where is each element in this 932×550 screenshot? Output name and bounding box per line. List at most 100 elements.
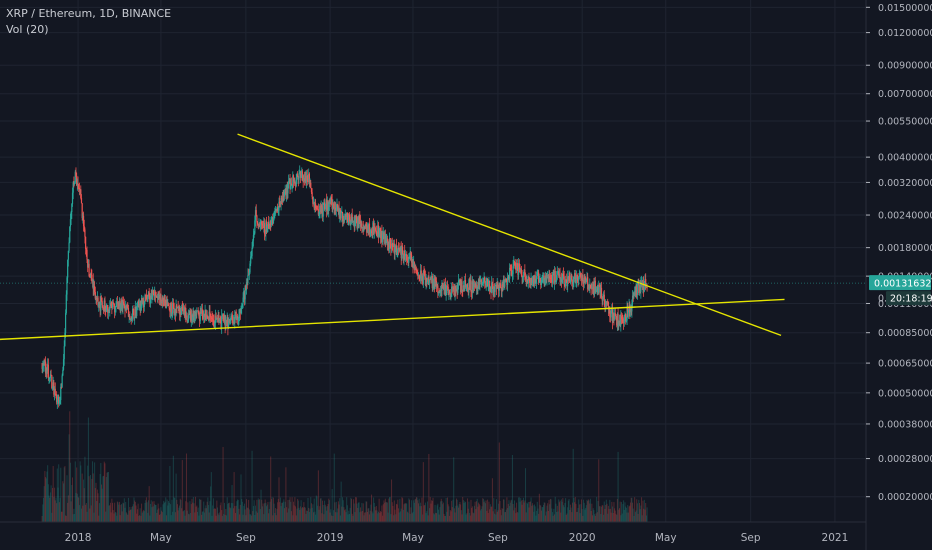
- volume-bar: [580, 504, 582, 522]
- volume-bar: [107, 472, 109, 522]
- candle-body: [341, 211, 343, 213]
- candle-body: [75, 171, 77, 176]
- candle-body: [133, 309, 135, 319]
- volume-bar: [127, 497, 129, 522]
- candle-body: [326, 200, 328, 211]
- volume-bar: [179, 505, 181, 522]
- candle-body: [462, 285, 464, 292]
- candle-body: [64, 332, 66, 347]
- volume-bar: [90, 505, 92, 522]
- candle-body: [308, 173, 310, 182]
- volume-bar: [260, 489, 262, 522]
- volume-bar: [497, 510, 499, 522]
- candle-body: [116, 302, 119, 304]
- volume-bar: [250, 514, 252, 522]
- volume-bar: [363, 515, 365, 522]
- volume-bar: [317, 470, 319, 522]
- volume-bar: [640, 505, 642, 522]
- volume-bar: [603, 501, 605, 522]
- volume-bar: [201, 511, 203, 522]
- volume-bar: [518, 497, 520, 522]
- volume-bar: [605, 504, 607, 522]
- candle-body: [225, 320, 227, 327]
- volume-bar: [471, 506, 473, 522]
- volume-bar: [332, 515, 334, 522]
- candle-body: [227, 320, 230, 329]
- candle-body: [190, 314, 192, 321]
- volume-bar: [65, 515, 67, 522]
- y-tick-label: 0.00085000: [878, 328, 932, 339]
- candle-body: [521, 275, 523, 278]
- volume-bar: [245, 515, 247, 522]
- volume-bar: [85, 504, 87, 522]
- volume-bar: [448, 506, 450, 522]
- volume-bar: [500, 515, 502, 522]
- volume-bar: [254, 515, 256, 522]
- candle-body: [81, 203, 83, 218]
- volume-bar: [540, 505, 542, 522]
- candle-body: [232, 321, 235, 324]
- candle-body: [195, 311, 197, 313]
- candle-body: [243, 291, 245, 298]
- volume-bar: [371, 511, 373, 522]
- volume-bar: [385, 502, 387, 522]
- volume-bar: [432, 497, 434, 522]
- volume-bar: [100, 463, 102, 522]
- candle-body: [540, 280, 543, 286]
- symbol-label[interactable]: XRP / Ethereum, 1D, BINANCE: [6, 7, 172, 20]
- volume-bar: [469, 512, 471, 522]
- volume-bar: [138, 515, 140, 522]
- candle-body: [213, 320, 215, 326]
- candle-body: [239, 309, 241, 314]
- volume-bar: [567, 500, 569, 522]
- candle-body: [83, 226, 85, 230]
- volume-bar: [424, 504, 426, 522]
- volume-bar: [71, 484, 73, 522]
- candle-body: [326, 200, 328, 211]
- candle-body: [47, 364, 49, 371]
- support-trendline: [0, 298, 785, 341]
- candle-body: [76, 183, 78, 186]
- candle-body: [484, 283, 487, 286]
- volume-bar: [177, 510, 179, 522]
- volume-bar: [418, 498, 420, 522]
- volume-bar: [621, 502, 623, 522]
- candle-body: [417, 275, 420, 277]
- volume-bar: [568, 499, 570, 522]
- candle-body: [413, 262, 415, 268]
- candle-body: [460, 281, 462, 292]
- candle-body: [110, 303, 112, 306]
- volume-bar: [560, 512, 562, 522]
- candle-body: [622, 319, 624, 322]
- candle-body: [255, 210, 257, 216]
- candle-body: [172, 303, 174, 304]
- candle-body: [555, 281, 557, 282]
- volume-indicator-label[interactable]: Vol (20): [6, 23, 49, 36]
- candle-body: [218, 315, 220, 321]
- candle-body: [85, 236, 87, 249]
- volume-bar: [601, 505, 603, 522]
- candle-body: [408, 258, 410, 263]
- volume-bar: [339, 498, 341, 522]
- volume-bar: [453, 508, 455, 522]
- volume-bar: [364, 512, 366, 522]
- volume-bar: [218, 515, 220, 522]
- volume-bar: [141, 503, 143, 522]
- candle-body: [535, 276, 538, 283]
- candle-body: [185, 308, 187, 318]
- volume-bar: [550, 499, 552, 522]
- last-price-value: 0.00131632: [874, 279, 931, 290]
- volume-bar: [322, 505, 324, 522]
- volume-bar: [577, 507, 579, 522]
- candle-body: [140, 297, 143, 306]
- volume-bar: [248, 509, 250, 522]
- candle-body: [618, 324, 620, 326]
- volume-bar: [52, 466, 54, 522]
- candle-body: [609, 308, 611, 317]
- volume-bar: [138, 515, 140, 522]
- volume-bar: [375, 506, 377, 522]
- candle-body: [394, 246, 396, 254]
- x-tick-label: Sep: [236, 532, 256, 544]
- candle-body: [287, 184, 289, 194]
